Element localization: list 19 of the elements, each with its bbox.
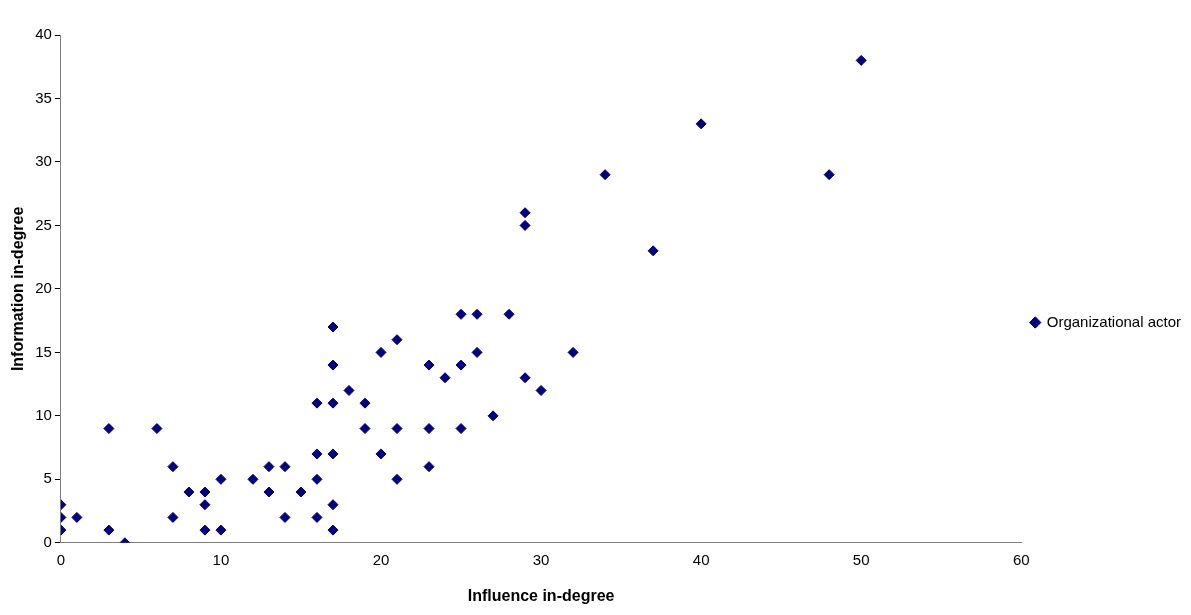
y-tick-label: 0: [43, 532, 52, 550]
x-tick-label: 20: [372, 550, 390, 568]
y-tick-label: 10: [35, 405, 52, 423]
x-tick-label: 60: [1012, 550, 1030, 568]
y-tick-label: 5: [43, 469, 52, 487]
y-tick-label: 40: [35, 25, 52, 43]
x-axis-title: Influence in-degree: [467, 586, 615, 604]
y-axis-title: Information in-degree: [9, 206, 27, 372]
y-tick-label: 35: [35, 88, 52, 106]
y-tick-label: 30: [35, 152, 52, 170]
x-tick-label: 40: [692, 550, 710, 568]
y-tick-label: 20: [35, 279, 52, 297]
x-tick-label: 30: [532, 550, 550, 568]
x-tick-label: 0: [56, 550, 66, 568]
y-tick-label: 25: [35, 215, 52, 233]
legend-label: Organizational actor: [1046, 312, 1182, 330]
y-tick-label: 15: [35, 342, 52, 360]
x-tick-label: 10: [212, 550, 230, 568]
x-tick-label: 50: [852, 550, 870, 568]
